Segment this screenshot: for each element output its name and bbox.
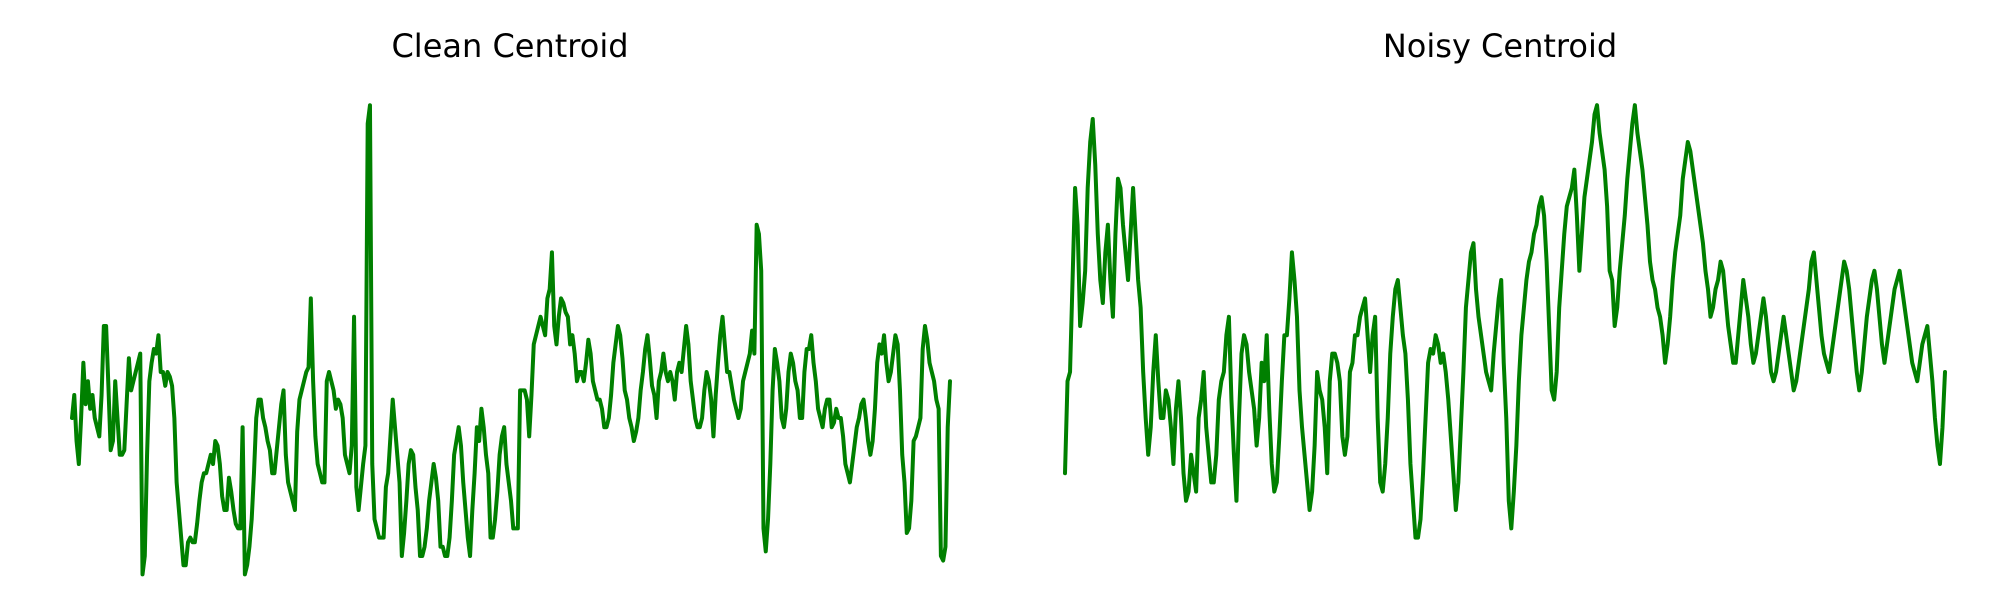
chart-title-clean: Clean Centroid <box>391 27 629 65</box>
series-line-clean-0 <box>70 103 952 577</box>
panel-noisy-centroid <box>1063 103 1947 540</box>
series-line-noisy-0 <box>1063 103 1947 540</box>
panel-clean-centroid <box>70 103 952 577</box>
chart-title-noisy: Noisy Centroid <box>1382 27 1618 65</box>
